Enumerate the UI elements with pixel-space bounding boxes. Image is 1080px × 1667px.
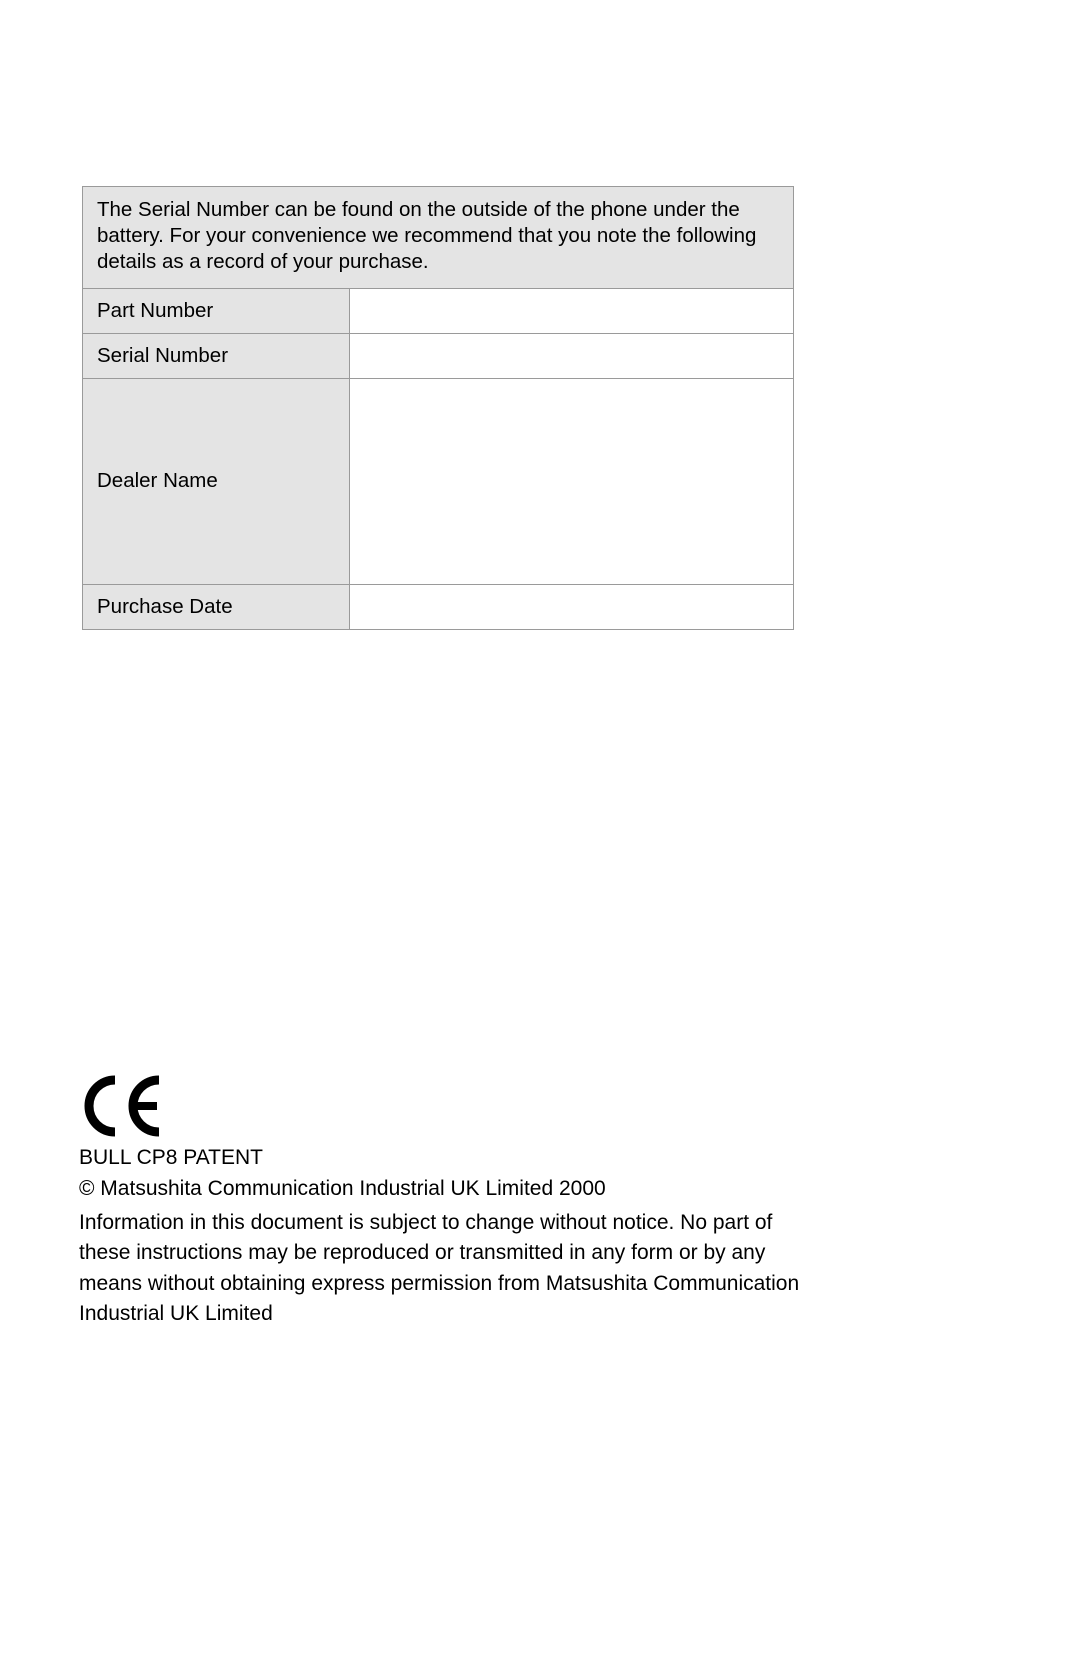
row-value-part-number — [350, 289, 794, 334]
row-value-serial-number — [350, 333, 794, 378]
copyright-text: © Matsushita Communication Industrial UK… — [79, 1177, 606, 1201]
row-value-purchase-date — [350, 584, 794, 629]
disclaimer-text: Information in this document is subject … — [79, 1208, 819, 1330]
row-label-part-number: Part Number — [83, 289, 350, 334]
patent-text: BULL CP8 PATENT — [79, 1146, 263, 1170]
table-row: Purchase Date — [83, 584, 793, 629]
row-label-purchase-date: Purchase Date — [83, 584, 350, 629]
row-label-dealer-name: Dealer Name — [83, 378, 350, 584]
record-table: The Serial Number can be found on the ou… — [82, 186, 794, 630]
row-value-dealer-name — [350, 378, 794, 584]
row-label-serial-number: Serial Number — [83, 333, 350, 378]
document-page: The Serial Number can be found on the ou… — [0, 0, 1080, 1667]
intro-text: The Serial Number can be found on the ou… — [83, 187, 793, 289]
table-row: Part Number — [83, 289, 793, 334]
ce-mark-icon — [79, 1074, 169, 1138]
table-row: Dealer Name — [83, 378, 793, 584]
record-table-body: Part Number Serial Number Dealer Name Pu… — [83, 289, 793, 629]
table-row: Serial Number — [83, 333, 793, 378]
